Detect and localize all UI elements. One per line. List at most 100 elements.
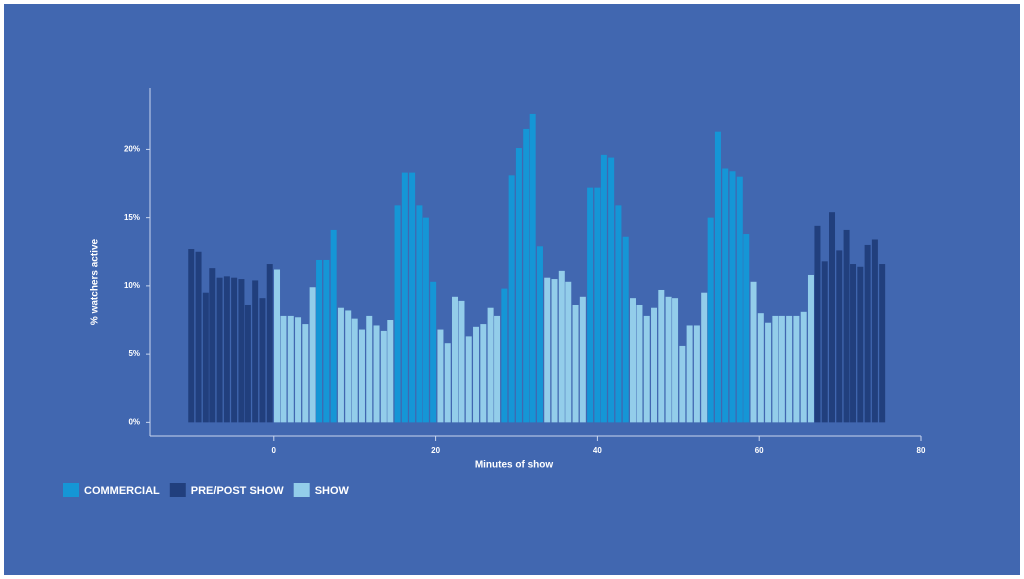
y-tick-label: 5% — [128, 349, 140, 358]
legend-swatch — [293, 483, 310, 497]
bar — [373, 325, 380, 423]
bar — [651, 307, 658, 423]
bar — [800, 311, 807, 423]
bar — [259, 298, 266, 423]
bar — [252, 280, 259, 423]
y-tick-label: 20% — [124, 145, 140, 154]
bar — [743, 234, 750, 423]
bar — [238, 279, 245, 423]
y-tick-label: 15% — [124, 213, 140, 222]
bar — [366, 315, 373, 423]
bar — [202, 292, 209, 423]
legend-swatch — [63, 483, 79, 497]
bar — [536, 246, 543, 423]
bar — [195, 251, 202, 423]
bar — [765, 322, 772, 423]
bar — [515, 148, 522, 423]
bar — [729, 171, 736, 423]
bar — [188, 249, 195, 423]
bar — [750, 281, 757, 423]
x-tick-label: 40 — [593, 446, 602, 455]
bar — [244, 304, 251, 423]
bar — [857, 266, 864, 423]
y-tick-label: 0% — [128, 417, 140, 426]
bar — [772, 315, 779, 423]
bar — [807, 274, 814, 423]
bar — [401, 172, 408, 423]
bar — [579, 296, 586, 423]
bar — [793, 315, 800, 423]
x-tick-label: 60 — [755, 446, 764, 455]
bar — [879, 264, 886, 423]
bar — [558, 270, 565, 423]
bar — [722, 168, 729, 423]
bar — [821, 261, 828, 423]
bar — [636, 304, 643, 423]
bar — [693, 325, 700, 423]
bar — [266, 264, 273, 423]
bar — [786, 315, 793, 423]
bar — [829, 212, 836, 423]
bar — [473, 326, 480, 423]
bar — [465, 336, 472, 423]
legend-label: SHOW — [315, 485, 350, 497]
bar — [843, 229, 850, 423]
bar — [223, 276, 230, 423]
bar — [452, 296, 459, 423]
bar — [658, 289, 665, 423]
bar — [665, 296, 672, 423]
bar — [422, 217, 429, 423]
y-tick-label: 10% — [124, 281, 140, 290]
bar — [836, 250, 843, 423]
legend-label: COMMERCIAL — [84, 485, 160, 497]
bar — [387, 320, 394, 423]
bar — [523, 128, 530, 423]
bar — [672, 298, 679, 423]
bar — [736, 176, 743, 423]
bar — [587, 187, 594, 423]
y-axis-label: % watchers active — [90, 238, 101, 325]
bar — [280, 315, 287, 423]
bar — [274, 269, 281, 423]
bar — [565, 281, 572, 423]
legend-label: PRE/POST SHOW — [191, 485, 285, 497]
legend-swatch — [169, 483, 186, 497]
bar — [494, 315, 501, 423]
bar — [444, 343, 451, 423]
bar — [316, 259, 323, 423]
bar — [757, 313, 764, 423]
bar — [287, 315, 294, 423]
bar — [701, 292, 708, 423]
x-axis-label: Minutes of show — [475, 460, 554, 471]
bar — [337, 307, 344, 423]
x-tick-label: 20 — [431, 446, 440, 455]
bar — [622, 236, 629, 423]
bar — [686, 325, 693, 423]
x-tick-label: 0 — [272, 446, 277, 455]
x-tick-label: 80 — [917, 446, 926, 455]
bar — [409, 172, 416, 423]
bar — [501, 288, 508, 423]
bar — [529, 113, 536, 423]
bar — [572, 304, 579, 423]
bar — [508, 175, 515, 423]
bar — [394, 205, 401, 423]
bar — [345, 310, 352, 423]
bar — [551, 279, 558, 423]
bar — [871, 239, 878, 423]
bar — [615, 205, 622, 423]
bar — [594, 187, 601, 423]
bar — [216, 277, 223, 423]
bar — [487, 307, 494, 423]
bar — [209, 268, 216, 423]
bar — [309, 287, 316, 423]
bar — [330, 229, 337, 423]
bar — [778, 315, 785, 423]
bar — [323, 259, 330, 423]
bar — [679, 345, 686, 423]
bar — [380, 330, 387, 423]
bar — [231, 277, 238, 423]
bar — [850, 264, 857, 423]
bar — [302, 324, 309, 423]
